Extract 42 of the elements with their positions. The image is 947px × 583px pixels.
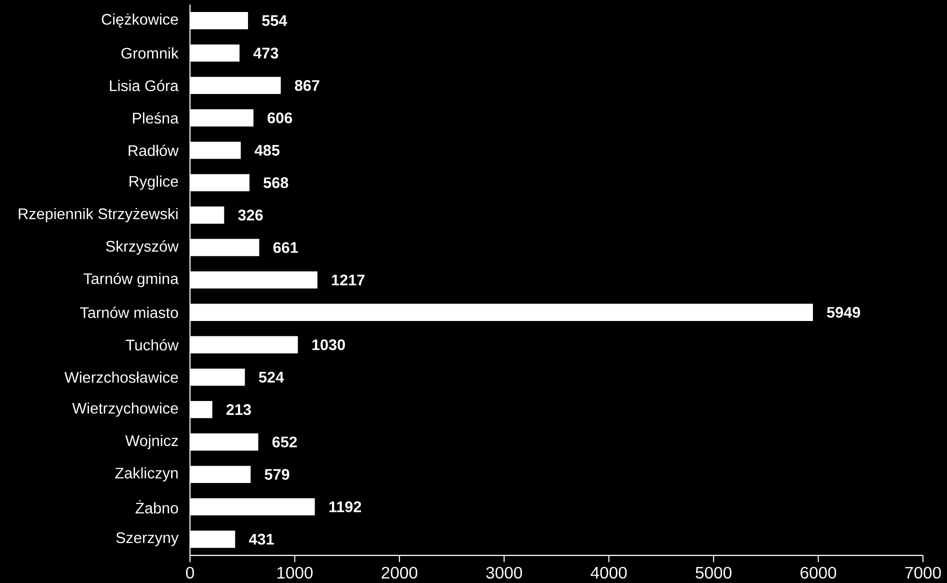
y-tick-label: Żabno (136, 500, 178, 514)
y-tick-label: Pleśna (133, 112, 179, 124)
data-label: 568 (264, 177, 288, 188)
y-tick-label: Lisia Góra (110, 80, 179, 92)
y-tick-label: Wietrzychowice (72, 402, 178, 417)
data-label: 867 (294, 80, 320, 91)
y-tick-label: Tarnów miasto (80, 306, 178, 318)
x-tick-label: 4000 (590, 566, 627, 579)
y-tick-label: Tarnów gmina (84, 272, 179, 288)
data-label: 485 (254, 144, 280, 156)
data-label: 1217 (332, 274, 364, 286)
data-label: 661 (273, 242, 298, 253)
data-label: 5949 (827, 306, 860, 318)
y-tick-label: Wierzchosławice (64, 372, 178, 383)
data-label: 473 (253, 48, 278, 58)
data-label: 652 (272, 436, 297, 448)
x-tick-label: 6000 (800, 566, 836, 579)
y-tick-label: Radłów (128, 144, 179, 156)
y-tick-label: Szerzyny (116, 532, 179, 546)
y-tick-label: Skrzyszów (106, 240, 179, 255)
x-tick-label: 7000 (905, 566, 941, 579)
data-label: 554 (262, 15, 288, 26)
x-tick-label: 1000 (277, 566, 313, 579)
data-label: 1030 (312, 339, 345, 350)
y-tick-label: Zakliczyn (115, 467, 178, 482)
x-tick-label: 5000 (696, 566, 732, 579)
y-tick-label: Rzepiennik Strzyżewski (18, 208, 178, 222)
y-tick-label: Tuchów (126, 339, 179, 350)
data-label: 579 (264, 468, 290, 480)
data-label: 213 (226, 404, 251, 415)
x-tick-label: 0 (186, 566, 194, 579)
x-tick-label: 2000 (382, 566, 418, 579)
data-label: 326 (238, 210, 263, 221)
y-tick-label: Wojnicz (125, 434, 178, 450)
y-tick-label: Ciężkowice (102, 13, 178, 28)
data-label: 1192 (329, 501, 362, 512)
data-label: 431 (248, 534, 274, 545)
y-tick-label: Gromnik (121, 47, 179, 59)
y-tick-label: Ryglice (130, 176, 178, 190)
data-label: 524 (258, 372, 284, 383)
x-tick-label: 3000 (486, 566, 522, 579)
data-label: 606 (268, 112, 292, 124)
